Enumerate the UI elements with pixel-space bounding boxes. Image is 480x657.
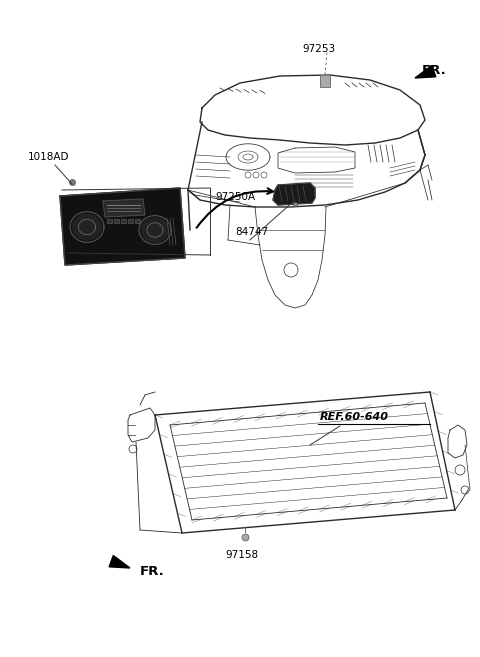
FancyBboxPatch shape bbox=[135, 219, 140, 223]
Text: 97158: 97158 bbox=[225, 550, 258, 560]
Polygon shape bbox=[142, 217, 168, 242]
FancyBboxPatch shape bbox=[320, 75, 330, 87]
Polygon shape bbox=[415, 66, 436, 78]
FancyBboxPatch shape bbox=[107, 219, 112, 223]
FancyBboxPatch shape bbox=[114, 219, 119, 223]
Text: 97253: 97253 bbox=[302, 44, 335, 54]
Polygon shape bbox=[72, 214, 101, 240]
Polygon shape bbox=[60, 188, 185, 265]
Text: REF.60-640: REF.60-640 bbox=[320, 412, 389, 422]
Text: 84747: 84747 bbox=[235, 227, 268, 237]
FancyBboxPatch shape bbox=[128, 219, 133, 223]
Text: FR.: FR. bbox=[140, 565, 165, 578]
Text: 1018AD: 1018AD bbox=[28, 152, 70, 162]
Text: 97250A: 97250A bbox=[215, 192, 255, 202]
Polygon shape bbox=[273, 183, 315, 205]
Text: FR.: FR. bbox=[422, 64, 447, 77]
Polygon shape bbox=[109, 556, 130, 568]
FancyBboxPatch shape bbox=[121, 219, 126, 223]
Polygon shape bbox=[103, 199, 145, 217]
